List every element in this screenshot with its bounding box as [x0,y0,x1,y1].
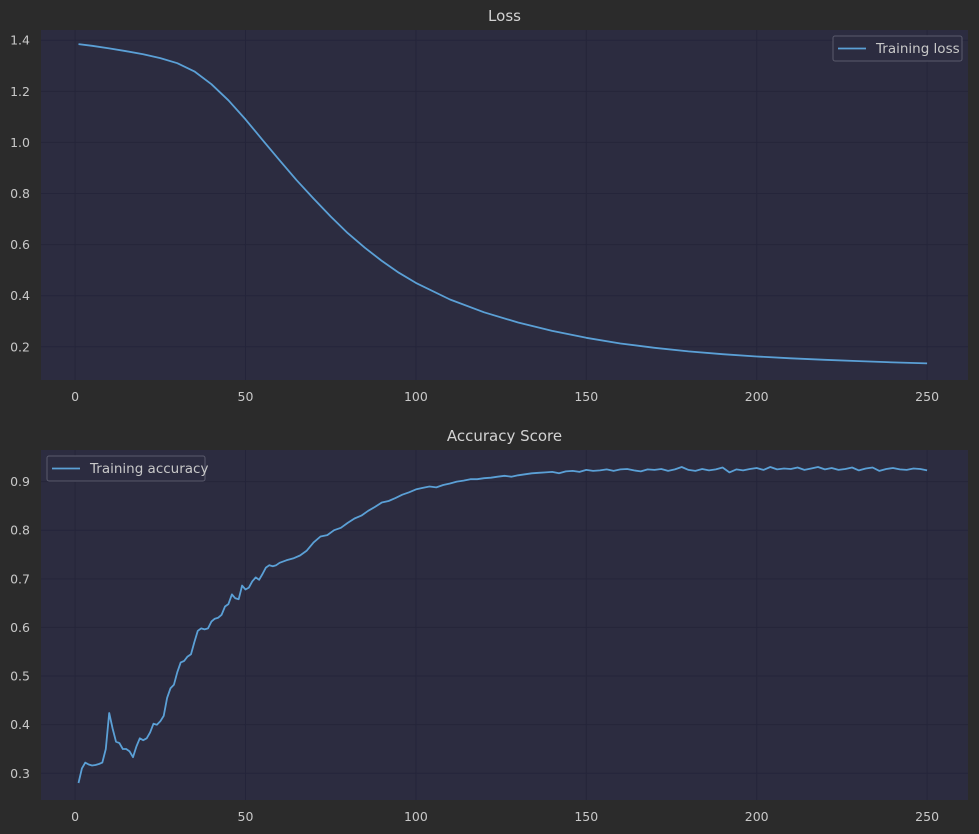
loss-y-tick-label: 1.4 [10,33,30,48]
accuracy-y-tick-label: 0.3 [10,766,30,781]
accuracy-y-tick-label: 0.6 [10,620,30,635]
accuracy-y-tick-label: 0.7 [10,571,30,586]
loss-legend-label: Training loss [875,41,960,57]
accuracy-y-tick-label: 0.4 [10,717,30,732]
accuracy-x-tick-label: 50 [238,809,254,824]
loss-x-tick-label: 50 [238,389,254,404]
loss-chart-title: Loss [488,7,521,25]
loss-y-tick-label: 0.2 [10,339,30,354]
loss-y-tick-label: 0.6 [10,237,30,252]
accuracy-legend: Training accuracy [46,455,208,482]
loss-x-tick-label: 0 [71,389,79,404]
loss-y-tick-label: 0.8 [10,186,30,201]
loss-y-tick-label: 0.4 [10,288,30,303]
accuracy-x-tick-label: 100 [404,809,428,824]
loss-y-tick-label: 1.2 [10,84,30,99]
loss-x-tick-label: 200 [745,389,769,404]
loss-x-tick-label: 150 [574,389,598,404]
accuracy-series-line [77,466,928,784]
loss-x-tick-label: 250 [915,389,939,404]
accuracy-legend-box [46,455,206,482]
accuracy-x-tick-label: 200 [745,809,769,824]
loss-x-tick-label: 100 [404,389,428,404]
accuracy-y-tick-label: 0.8 [10,523,30,538]
accuracy-y-tick-label: 0.9 [10,474,30,489]
loss-y-tick-label: 1.0 [10,135,30,150]
accuracy-chart-panel: 0 50 100 150 200 250 0.3 0.4 0.5 0.6 0.7 0.8 0.9 Accu… [10,427,968,824]
accuracy-legend-label: Training accuracy [89,461,208,477]
loss-chart-panel: 0 50 100 150 200 250 0.2 0.4 0.6 0.8 1.0 1.2 1.4 Loss… [10,7,968,404]
loss-series-line [78,43,928,365]
loss-plot-area [41,30,968,380]
accuracy-x-tick-label: 250 [915,809,939,824]
accuracy-chart-title: Accuracy Score [447,427,562,445]
accuracy-plot-area [41,450,968,800]
accuracy-x-tick-label: 0 [71,809,79,824]
accuracy-y-tick-label: 0.5 [10,669,30,684]
accuracy-x-tick-label: 150 [574,809,598,824]
loss-legend-box [832,35,963,62]
loss-legend: Training loss [832,35,963,62]
